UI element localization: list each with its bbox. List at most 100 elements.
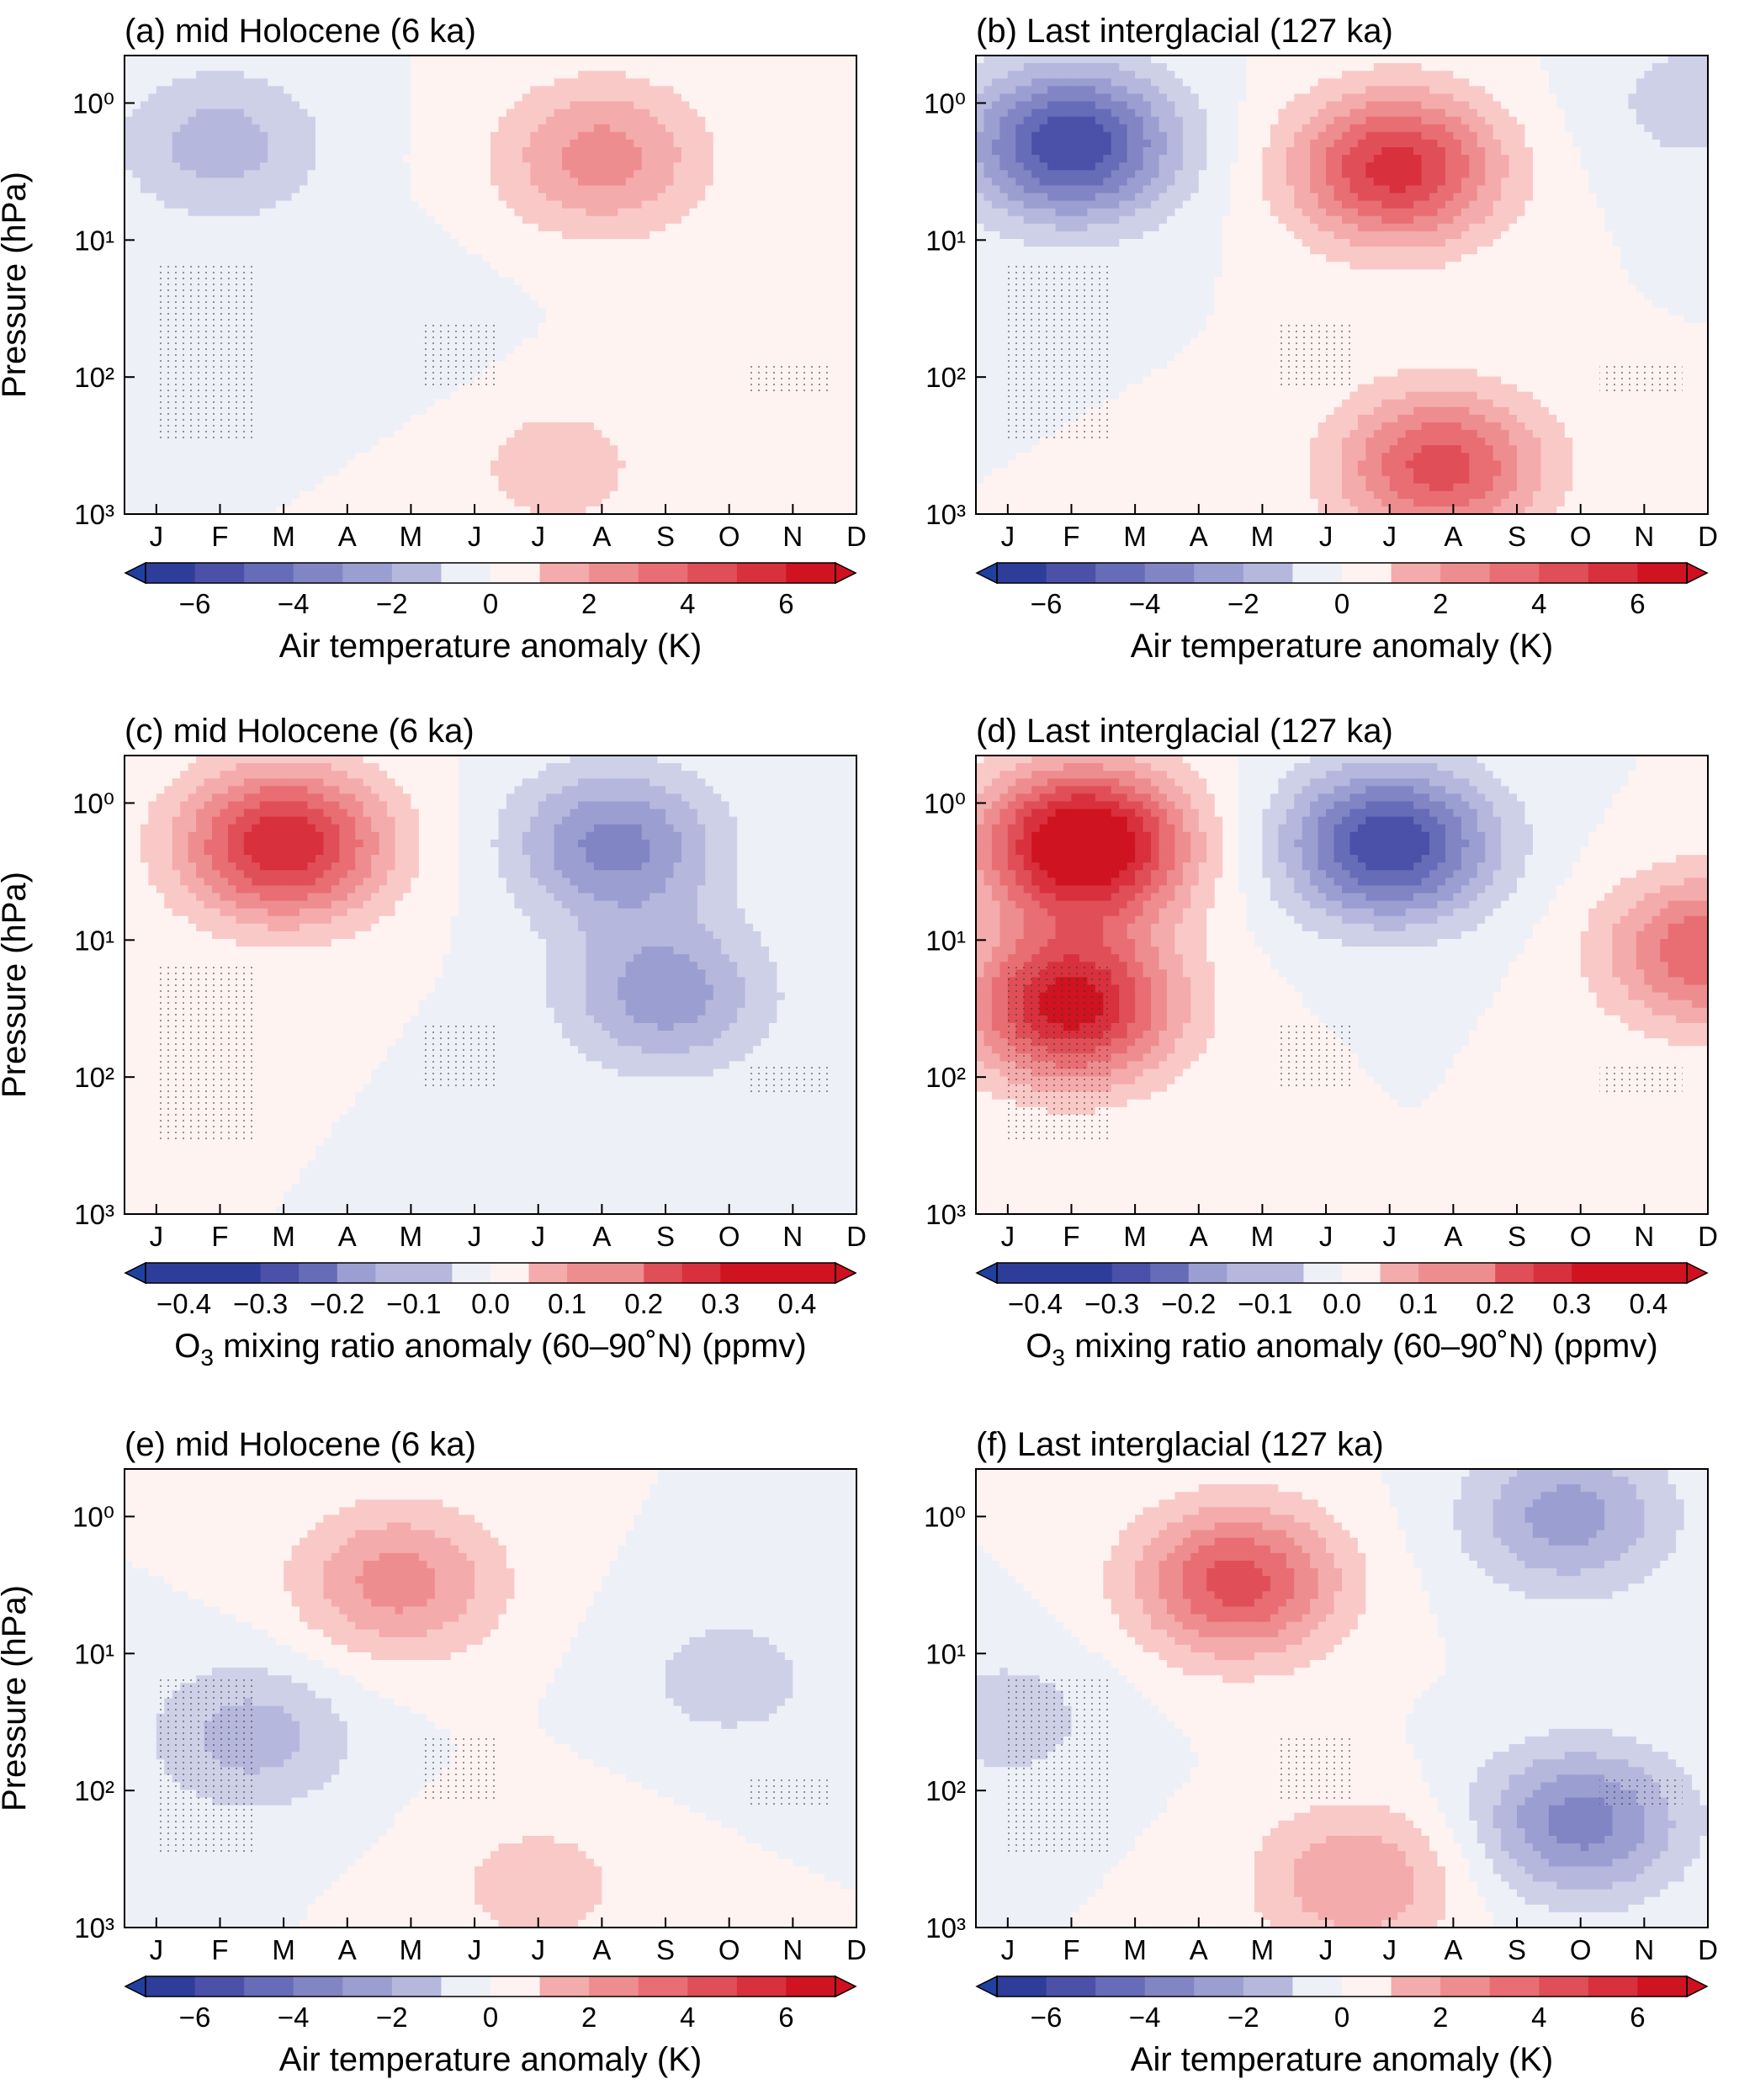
significance-stipple	[1007, 963, 1110, 1143]
colorbar-tick-label: 0.3	[701, 1288, 740, 1319]
x-tick-label: J	[468, 521, 482, 552]
x-tick-label: A	[1444, 521, 1462, 552]
colorbar: −6 −4 −2 0 2 4 6 Air temperature anomaly (K)	[975, 561, 1709, 665]
colorbar: −6 −4 −2 0 2 4 6 Air temperature anomaly (K)	[975, 1975, 1709, 2078]
y-tick-label: 10²	[925, 1062, 966, 1093]
colorbar-bin	[997, 1263, 1037, 1283]
colorbar-bin	[1609, 1263, 1649, 1283]
x-tick-label: A	[338, 1221, 357, 1252]
colorbar-bin	[1539, 563, 1589, 583]
colorbar-tick-label: 2	[1433, 588, 1448, 619]
x-tick-label: N	[782, 1934, 803, 1965]
colorbar-frame	[145, 562, 836, 584]
significance-stipple	[748, 1777, 831, 1806]
colorbar-tick-label: 6	[778, 588, 793, 619]
colorbar-tick-label: 0.1	[548, 1288, 586, 1319]
colorbar: −0.4 −0.3 −0.2 −0.1 0.0 0.1 0.2 0.3 0.4 O3 mixing…	[124, 1261, 857, 1371]
x-tick-label: J	[531, 1934, 545, 1965]
colorbar-bin	[342, 1976, 393, 1997]
x-tick-label: F	[1063, 1934, 1079, 1965]
colorbar-tick-label: 0.2	[624, 1288, 663, 1319]
colorbar-bin	[452, 1263, 491, 1283]
colorbar-bin	[589, 1976, 639, 1997]
colorbar-bin	[490, 1263, 530, 1283]
plot-frame	[124, 55, 857, 515]
plot-frame	[124, 1468, 857, 1928]
anomaly-field	[976, 56, 1708, 514]
colorbar-bin	[490, 1976, 541, 1997]
colorbar-bin	[786, 1976, 836, 1997]
y-tick-label: 10²	[925, 1775, 966, 1806]
colorbar-tick-label: 0.0	[1323, 1288, 1361, 1319]
x-tick-label: A	[1190, 521, 1208, 552]
y-tick-label: 10³	[74, 1912, 114, 1944]
colorbar-bin	[375, 1263, 415, 1283]
colorbar-bin	[1035, 1263, 1074, 1283]
colorbar-bin	[1111, 1263, 1151, 1283]
colorbar-tick-label: 2	[581, 588, 596, 619]
colorbar-bin	[1637, 563, 1688, 583]
y-tick-label: 10¹	[925, 225, 966, 256]
colorbar-bin	[1144, 1976, 1195, 1997]
colorbar-bin	[244, 1976, 294, 1997]
y-tick-label: 10¹	[925, 1638, 966, 1669]
x-tick-label: A	[338, 521, 357, 552]
x-tick-label: J	[531, 521, 545, 552]
colorbar-bin	[342, 563, 393, 583]
y-tick-label: 10¹	[74, 925, 114, 956]
colorbar-tick-label: −2	[376, 2002, 408, 2033]
x-tick-label: D	[1698, 521, 1718, 552]
colorbar: −6 −4 −2 0 2 4 6 Air temperature anomaly (K)	[124, 1975, 857, 2078]
colorbar-bin	[1227, 1263, 1266, 1283]
x-tick-label: J	[1382, 1934, 1397, 1965]
x-tick-label: S	[656, 521, 675, 552]
colorbar-frame	[996, 1975, 1688, 1997]
colorbar-bin	[1342, 1976, 1392, 1997]
y-tick-label: 10³	[74, 499, 114, 530]
colorbar-bin	[1292, 563, 1343, 583]
colorbar-bin	[1303, 1263, 1343, 1283]
colorbar-bin	[441, 1976, 491, 1997]
x-tick-label: D	[1698, 1221, 1718, 1252]
colorbar-tick-label: 2	[581, 2002, 596, 2033]
colorbar-tick-label: 0.0	[471, 1288, 510, 1319]
anomaly-field	[976, 1469, 1708, 1928]
colorbar-bin	[1095, 563, 1146, 583]
x-tick-label: J	[1382, 1221, 1397, 1252]
significance-stipple	[156, 1677, 258, 1856]
colorbar-min-arrow	[975, 1261, 998, 1285]
y-tick-label: 10²	[74, 1775, 114, 1806]
significance-stipple	[156, 963, 258, 1143]
x-tick-label: O	[1570, 521, 1592, 552]
colorbar-bin	[1046, 563, 1096, 583]
x-tick-label: M	[400, 1221, 423, 1252]
colorbar-bin	[1243, 1976, 1293, 1997]
x-tick-label: J	[1382, 521, 1397, 552]
colorbar-frame	[145, 1262, 836, 1284]
colorbar-tick-label: 6	[1630, 588, 1645, 619]
x-tick-label: J	[1319, 1221, 1333, 1252]
colorbar-bin	[1495, 1263, 1535, 1283]
x-tick-label: J	[150, 521, 164, 552]
colorbar-tick-label: −4	[278, 588, 310, 619]
panel-b: (b) Last interglacial (127 ka) 10⁰ 10¹ 10² 1…	[924, 13, 1718, 665]
significance-stipple	[1275, 1022, 1352, 1089]
x-tick-label: J	[1319, 521, 1333, 552]
colorbar-bin	[222, 1263, 262, 1283]
colorbar-min-arrow	[124, 1261, 146, 1285]
x-tick-label: F	[1063, 1221, 1079, 1252]
y-tick-label: 10¹	[925, 925, 966, 956]
significance-stipple	[423, 1022, 501, 1089]
panel-title: (d) Last interglacial (127 ka)	[976, 713, 1393, 750]
x-tick-label: F	[211, 521, 228, 552]
x-tick-label: J	[150, 1221, 164, 1252]
significance-stipple	[1599, 1063, 1683, 1093]
x-tick-label: D	[846, 1221, 867, 1252]
colorbar-tick-label: −4	[1129, 588, 1161, 619]
anomaly-field	[125, 56, 856, 514]
x-tick-label: N	[782, 1221, 803, 1252]
x-tick-label: N	[782, 521, 803, 552]
significance-stipple	[156, 263, 258, 443]
colorbar-bin	[736, 1976, 787, 1997]
